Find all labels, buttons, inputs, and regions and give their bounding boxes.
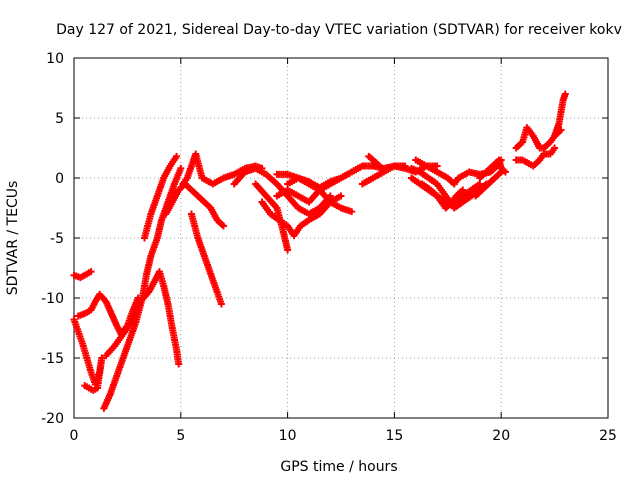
data-point — [217, 300, 225, 308]
x-tick-label: 25 — [599, 428, 617, 444]
data-point — [173, 152, 181, 160]
x-tick-label: 5 — [176, 428, 185, 444]
data-point — [497, 168, 505, 176]
data-point — [551, 144, 559, 152]
data-marks — [70, 90, 569, 412]
series-arc5 — [102, 268, 183, 368]
series-arc7 — [162, 180, 228, 230]
series-arc22 — [476, 156, 509, 182]
chart-title: Day 127 of 2021, Sidereal Day-to-day VTE… — [56, 22, 622, 38]
series-arc17 — [365, 152, 383, 170]
x-tick-label: 0 — [70, 428, 79, 444]
y-tick-label: -10 — [41, 291, 64, 307]
data-point — [375, 162, 383, 170]
series-arc6 — [140, 152, 181, 242]
series-arc25 — [512, 144, 559, 170]
x-tick-label: 10 — [279, 428, 297, 444]
data-point — [561, 90, 569, 98]
series-arc1 — [70, 268, 95, 282]
x-tick-label: 15 — [385, 428, 403, 444]
data-point — [87, 268, 95, 276]
data-point — [177, 164, 185, 172]
data-point — [220, 222, 228, 230]
series-arc21 — [418, 180, 467, 212]
y-axis-label: SDTVAR / TECUs — [5, 181, 21, 296]
series-arc12 — [258, 192, 345, 240]
data-point — [459, 186, 467, 194]
data-point — [284, 246, 292, 254]
tick-labels: 0 5 10 15 20 25 -20 -15 -10 -5 0 5 10 — [41, 51, 617, 444]
series-arc23 — [472, 168, 505, 200]
y-tick-label: 10 — [46, 51, 64, 67]
y-tick-label: 5 — [55, 111, 64, 127]
y-tick-label: -20 — [41, 411, 64, 427]
y-tick-label: -5 — [50, 231, 64, 247]
x-tick-label: 20 — [492, 428, 510, 444]
data-point — [348, 208, 356, 216]
y-tick-label: -15 — [41, 351, 64, 367]
x-axis-label: GPS time / hours — [280, 459, 397, 475]
series-arc2 — [70, 316, 106, 394]
tick-marks — [73, 57, 609, 419]
series-arc26 — [551, 90, 569, 140]
y-tick-label: 0 — [55, 171, 64, 187]
series-arc8 — [187, 210, 225, 308]
data-point — [81, 382, 89, 390]
data-point — [175, 360, 183, 368]
data-point — [433, 162, 441, 170]
series-arc10 — [230, 164, 334, 218]
data-point — [337, 192, 345, 200]
series-arc9 — [179, 150, 266, 188]
